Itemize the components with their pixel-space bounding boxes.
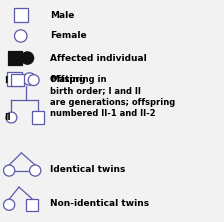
Circle shape — [4, 165, 15, 176]
Bar — [8, 51, 22, 65]
Circle shape — [21, 52, 34, 64]
Text: Affected individual: Affected individual — [50, 54, 146, 63]
Circle shape — [15, 30, 27, 42]
Text: Non-identical twins: Non-identical twins — [50, 199, 149, 208]
Text: Mating: Mating — [50, 75, 85, 83]
Circle shape — [30, 165, 41, 176]
Text: I: I — [4, 76, 7, 85]
Text: Male: Male — [50, 10, 74, 20]
Bar — [14, 8, 28, 22]
Text: Identical twins: Identical twins — [50, 165, 125, 174]
Bar — [7, 72, 22, 86]
Text: Offspring in
birth order; I and II
are generations; offspring
numbered II-1 and : Offspring in birth order; I and II are g… — [50, 75, 175, 118]
Circle shape — [4, 199, 15, 210]
Circle shape — [23, 73, 36, 85]
Bar — [26, 198, 38, 211]
Text: Female: Female — [50, 32, 86, 40]
Text: II: II — [4, 113, 11, 122]
Bar — [32, 111, 44, 124]
Circle shape — [6, 112, 17, 123]
Circle shape — [28, 75, 39, 85]
Bar — [11, 74, 24, 86]
